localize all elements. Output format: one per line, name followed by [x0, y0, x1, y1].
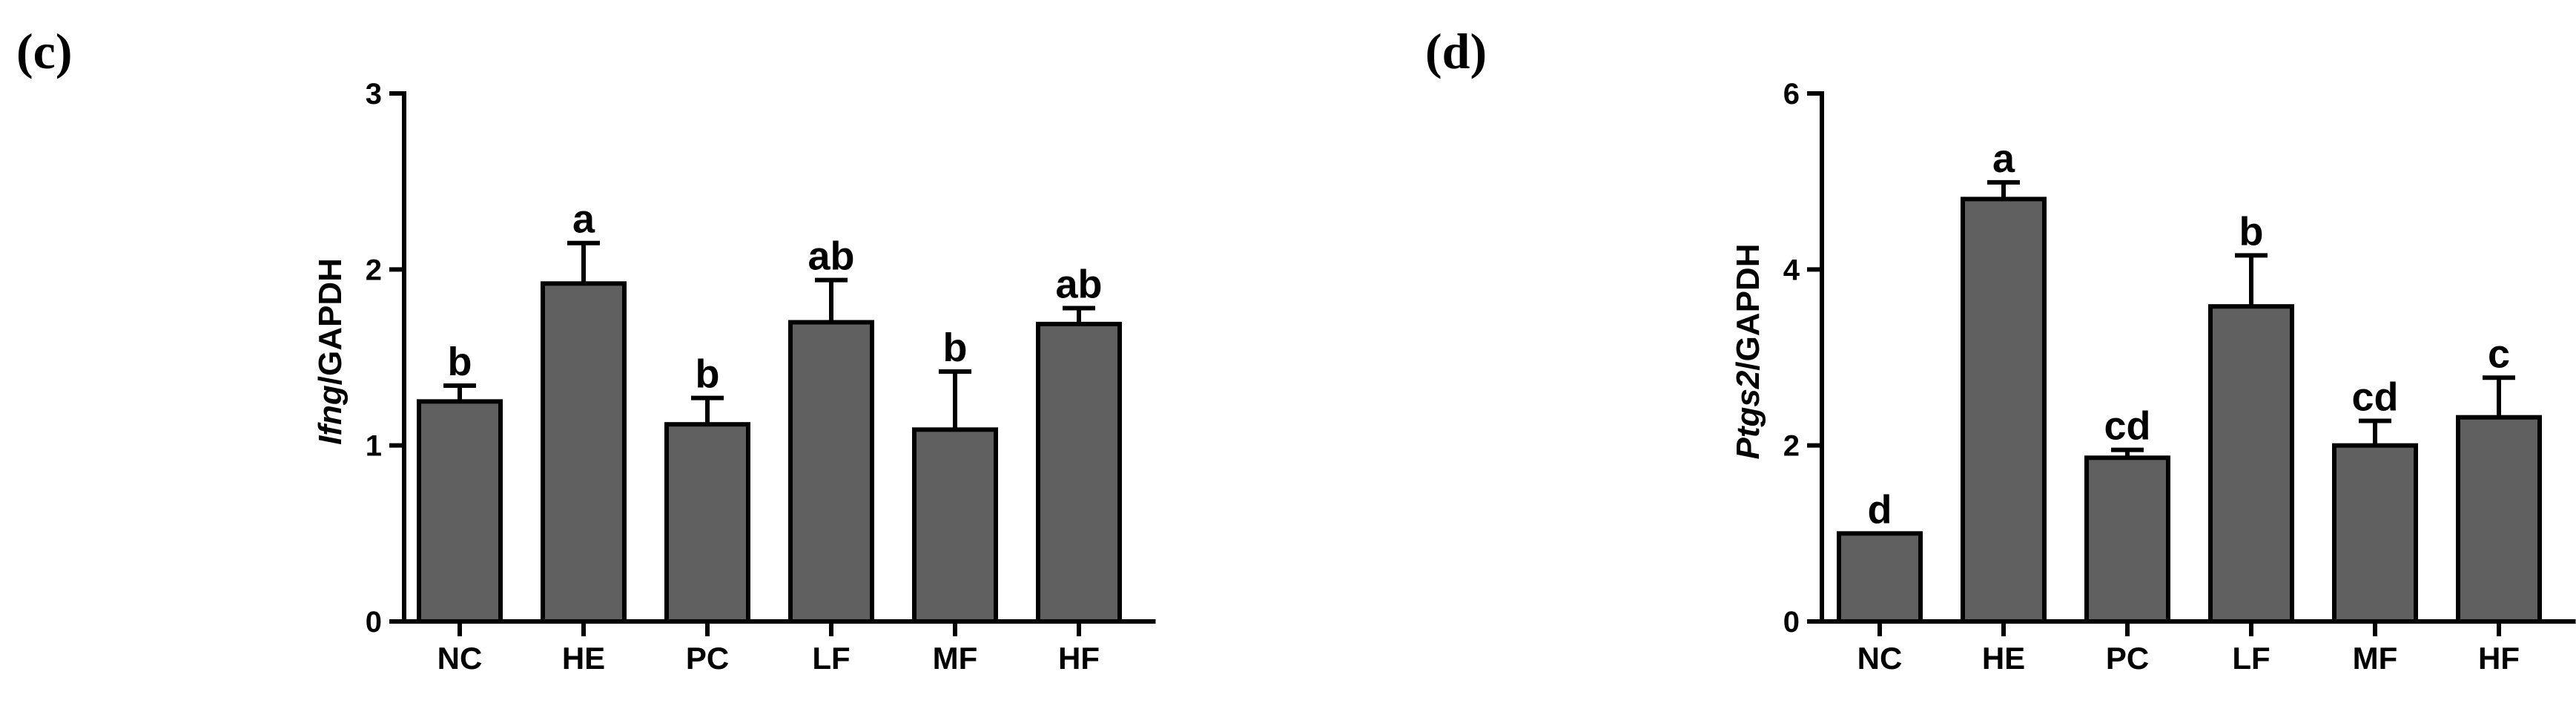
significance-label: ab: [808, 234, 854, 279]
y-tick-label: 4: [1783, 254, 1800, 286]
y-tick-label: 2: [366, 254, 382, 286]
significance-label: b: [696, 352, 720, 397]
x-tick-label: HF: [1058, 641, 1100, 676]
x-tick-label: HE: [562, 641, 605, 676]
bar-lf: [2208, 304, 2294, 624]
x-tick-label: LF: [2232, 641, 2270, 676]
y-tick-label: 0: [1783, 606, 1800, 639]
significance-label: ab: [1055, 263, 1102, 307]
x-tick-label: MF: [2353, 641, 2398, 676]
bar-mf: [912, 427, 998, 624]
panel-label: (c): [16, 23, 72, 79]
significance-label: cd: [2104, 404, 2150, 449]
x-tick-label: HE: [1982, 641, 2025, 676]
significance-label: a: [572, 197, 595, 242]
bar-pc: [2084, 455, 2170, 624]
x-tick-label: PC: [2106, 641, 2149, 676]
bar-hf: [1036, 321, 1122, 624]
y-axis-label-gene: Ptgs2: [1730, 370, 1766, 459]
significance-label: a: [1992, 136, 2015, 181]
significance-label: d: [1868, 487, 1892, 532]
x-tick-label: NC: [437, 641, 483, 676]
y-axis-label: Ifng/GAPDH: [312, 258, 349, 445]
chart-panel-d: (d) Ptgs2/GAPDH 0 2 4 6 NC d HE a PC cd LF b MF cd HF c: [1288, 0, 2576, 706]
y-axis-label-rest: /GAPDH: [312, 258, 349, 385]
panel-label: (d): [1425, 23, 1487, 79]
chart-c: (c) Ifng/GAPDH 0 1 2 3 NC b HE a PC b LF ab MF b HF ab: [16, 23, 1156, 676]
y-tick-label: 0: [366, 606, 382, 639]
significance-label: b: [943, 326, 968, 370]
bar-mf: [2332, 443, 2418, 624]
y-tick-label: 2: [1783, 430, 1800, 463]
bar-pc: [664, 422, 750, 624]
chart-d: (d) Ptgs2/GAPDH 0 2 4 6 NC d HE a PC cd LF b MF cd HF c: [1425, 23, 2576, 676]
y-tick-label: 6: [1783, 78, 1800, 110]
bar-he: [541, 281, 627, 624]
significance-label: cd: [2351, 375, 2398, 419]
x-tick-label: HF: [2478, 641, 2520, 676]
bar-he: [1961, 197, 2047, 624]
y-tick-label: 3: [366, 78, 382, 110]
bar-lf: [788, 320, 874, 624]
x-tick-label: PC: [686, 641, 729, 676]
bar-nc: [417, 399, 503, 624]
significance-label: b: [2239, 209, 2264, 254]
x-tick-label: MF: [933, 641, 978, 676]
chart-panel-c: (c) Ifng/GAPDH 0 1 2 3 NC b HE a PC b LF ab MF b HF ab: [16, 23, 1156, 676]
significance-label: b: [448, 340, 472, 384]
y-tick-label: 1: [366, 430, 382, 463]
x-tick-label: LF: [812, 641, 850, 676]
y-axis-label: Ptgs2/GAPDH: [1730, 244, 1766, 460]
bar-nc: [1837, 531, 1923, 624]
bar-hf: [2456, 415, 2542, 624]
x-tick-label: NC: [1857, 641, 1903, 676]
y-axis-label-rest: /GAPDH: [1730, 244, 1766, 371]
significance-label: c: [2488, 331, 2510, 376]
y-axis-label-gene: Ifng: [312, 385, 349, 445]
